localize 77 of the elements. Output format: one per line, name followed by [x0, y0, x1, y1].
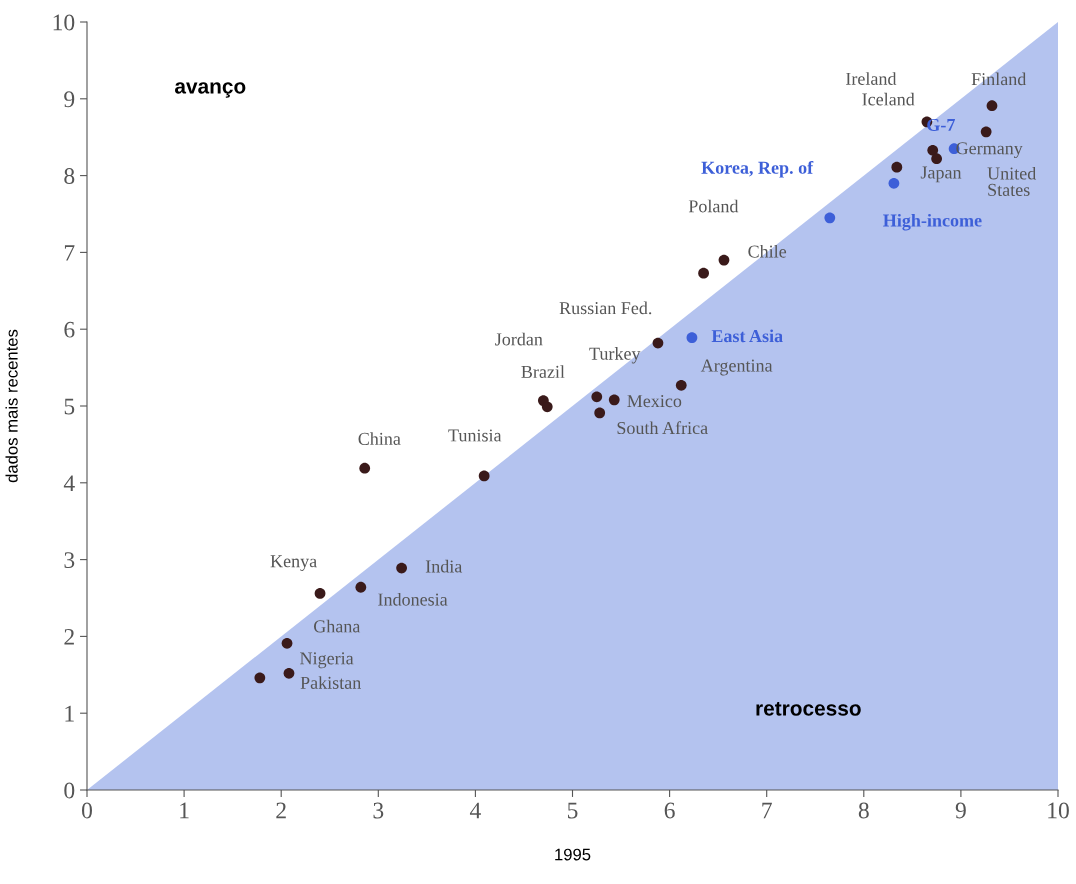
- data-label: Argentina: [700, 359, 773, 376]
- y-tick-label: 4: [63, 475, 75, 491]
- x-tick-label: 6: [664, 802, 675, 819]
- y-tick-label: 7: [64, 245, 75, 261]
- y-tick-label: 5: [64, 398, 75, 415]
- x-tick-label: 9: [955, 802, 966, 819]
- data-label: Nigeria: [300, 652, 354, 669]
- x-tick-label: 1: [180, 802, 189, 819]
- x-tick-label: 4: [469, 802, 481, 819]
- x-tick-label: 2: [276, 802, 286, 819]
- annotation: Ghana: [313, 619, 361, 633]
- x-axis-title: 1995: [555, 848, 591, 861]
- point: [931, 153, 942, 165]
- point: [594, 407, 606, 419]
- point: [314, 588, 326, 599]
- x-tick-label: 0: [82, 802, 92, 819]
- point: [281, 637, 293, 649]
- point: [986, 100, 998, 112]
- data-label: East Asia: [711, 329, 783, 343]
- point: [824, 212, 836, 224]
- point: [541, 401, 553, 413]
- data-label: G-7: [927, 118, 955, 132]
- point: [927, 144, 939, 156]
- y-tick-label: 2: [64, 628, 74, 645]
- point: [608, 394, 620, 406]
- data-label: Japan: [920, 166, 962, 183]
- data-label: Korea, Rep. of: [701, 160, 814, 178]
- point: [980, 126, 992, 138]
- data-label: Brazil: [521, 365, 565, 378]
- point: [254, 672, 266, 684]
- y-tick-label: 8: [64, 168, 75, 185]
- data-label: Kenya: [270, 555, 317, 572]
- x-tick-label: 10: [1048, 802, 1069, 819]
- point: [396, 562, 407, 574]
- point: [888, 177, 900, 189]
- annotation: United States: [987, 166, 1037, 196]
- point: [698, 267, 709, 279]
- x-tick-label: 5: [567, 802, 578, 819]
- data-label: India: [425, 559, 463, 573]
- y-tick-label: 6: [64, 321, 75, 338]
- data-label: Finland: [971, 72, 1027, 86]
- y-axis-title: dados mais recentes: [5, 329, 18, 483]
- annotation: retrocesso: [756, 701, 861, 716]
- data-label: Indonesia: [378, 592, 448, 606]
- point: [359, 462, 371, 474]
- x-tick-label: 7: [762, 802, 772, 819]
- data-label: South Africa: [617, 421, 708, 435]
- point: [283, 667, 295, 679]
- data-label: Tunisia: [448, 429, 502, 442]
- annotation: Turkey: [589, 347, 641, 364]
- data-label: Russian Fed.: [559, 301, 652, 315]
- y-tick-label: 3: [64, 552, 75, 569]
- annotation: Ireland: [846, 72, 897, 85]
- y-tick-label: 9: [64, 91, 75, 108]
- data-label: High-income: [883, 213, 982, 231]
- data-label: Iceland: [862, 92, 915, 106]
- data-label: Poland: [688, 199, 739, 213]
- point: [718, 254, 730, 266]
- y-tick-label: 10: [53, 14, 75, 31]
- x-tick-label: 3: [373, 802, 384, 819]
- point: [355, 581, 367, 593]
- data-label: Pakistan: [300, 676, 361, 689]
- point: [652, 337, 664, 349]
- y-tick-label: 0: [64, 782, 75, 799]
- point: [478, 470, 490, 482]
- data-label: Mexico: [627, 395, 682, 408]
- data-label: Chile: [748, 244, 787, 258]
- point: [591, 391, 603, 403]
- point: [686, 332, 698, 344]
- y-tick-label: 1: [65, 705, 74, 722]
- point: [891, 161, 903, 173]
- data-label: Germany: [956, 142, 1023, 159]
- point: [675, 379, 687, 391]
- annotation: avanço: [175, 82, 246, 98]
- data-label: China: [358, 432, 401, 445]
- x-tick-label: 8: [858, 802, 869, 819]
- data-label: Jordan: [495, 332, 543, 346]
